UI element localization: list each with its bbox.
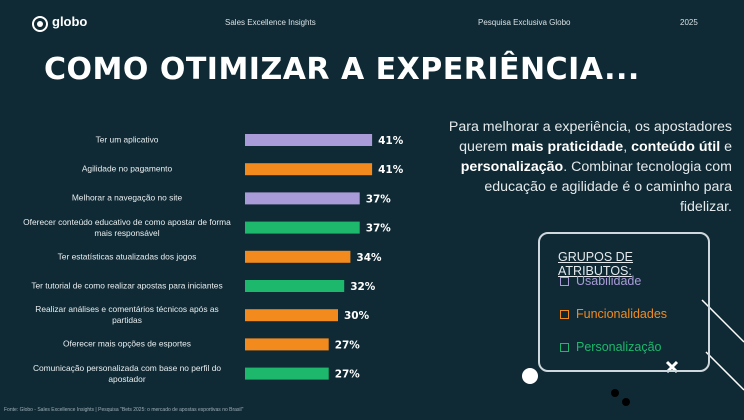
value-label: 41% xyxy=(378,164,404,176)
bar xyxy=(245,192,360,205)
category-label: Melhorar a navegação no site xyxy=(71,192,183,203)
bar xyxy=(245,367,329,380)
bar xyxy=(245,134,373,146)
summary: Para melhorar a experiência, os apostado… xyxy=(440,117,732,217)
summary-text: personalização xyxy=(460,159,564,175)
legend-marker xyxy=(560,342,569,352)
footnote: Fonte: Globo - Sales Excellence Insights… xyxy=(4,407,244,413)
category-label: Comunicação personalizada com base no pe… xyxy=(32,362,222,384)
legend-title: GRUPOS DE ATRIBUTOS: xyxy=(558,250,634,278)
logo: globo xyxy=(52,14,88,29)
bar xyxy=(245,221,360,234)
summary-text: , xyxy=(623,139,632,155)
value-label: 27% xyxy=(335,339,361,351)
value-label: 37% xyxy=(366,193,392,205)
legend: GRUPOS DE ATRIBUTOS: Usabilidade Funciona… xyxy=(538,232,710,372)
legend-label: Personalização xyxy=(576,340,662,354)
bar xyxy=(245,309,338,322)
summary-text: . Combinar tecnologia com educação e agi… xyxy=(484,159,732,215)
value-label: 37% xyxy=(366,223,392,235)
bar xyxy=(245,338,329,351)
legend-item: Funcionalidades xyxy=(560,307,667,321)
value-label: 34% xyxy=(356,252,382,264)
year: 2025 xyxy=(680,18,698,27)
category-label: Oferecer mais opções de esportes xyxy=(62,338,191,349)
category-label: Realizar análises e comentários técnicos… xyxy=(35,304,219,326)
category-label: Ter estatísticas atualizadas dos jogos xyxy=(57,251,197,262)
value-label: 30% xyxy=(344,310,370,322)
bar xyxy=(245,163,373,176)
summary-text: Para melhorar a experiência, os apostado… xyxy=(448,119,732,155)
bar xyxy=(245,280,345,292)
bars: 41% 41% 37% 37% 34% 32% 30% 27% 27% xyxy=(245,134,404,381)
value-label: 27% xyxy=(335,369,361,381)
legend-label: Funcionalidades xyxy=(576,307,668,321)
report-name: Sales Excellence Insights xyxy=(225,18,316,27)
slide-title: COMO OTIMIZAR A EXPERIÊNCIA... xyxy=(44,52,640,87)
legend-item: Usabilidade xyxy=(560,274,641,288)
category-label: Ter tutorial de como realizar apostas pa… xyxy=(31,280,223,291)
legend-label: Usabilidade xyxy=(576,274,642,288)
survey-name: Pesquisa Exclusiva Globo xyxy=(478,18,571,27)
value-label: 41% xyxy=(378,135,404,147)
value-label: 32% xyxy=(350,281,376,293)
summary-text: mais praticidade xyxy=(511,139,624,155)
category-label: Ter um aplicativo xyxy=(95,134,159,145)
category-label: Agilidade no pagamento xyxy=(81,163,173,174)
legend-marker xyxy=(560,276,569,286)
bar xyxy=(245,250,351,263)
summary-text: e xyxy=(720,139,732,155)
legend-marker xyxy=(560,309,569,319)
category-label: Oferecer conteúdo educativo de como apos… xyxy=(23,216,231,238)
summary-text: conteúdo útil xyxy=(631,139,721,155)
legend-item: Personalização xyxy=(560,340,661,354)
